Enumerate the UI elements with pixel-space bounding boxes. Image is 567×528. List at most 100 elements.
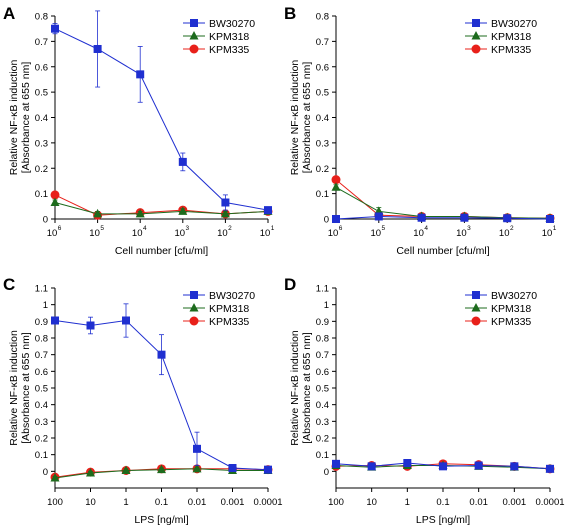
x-tick-label: 0.01 <box>188 497 207 508</box>
data-point-bw30270 <box>460 213 469 222</box>
data-point-bw30270 <box>221 198 230 207</box>
y-axis-title: [Absorbance at 655 nm] <box>20 332 32 444</box>
x-tick-label: 10 <box>542 228 553 239</box>
data-point-kpm318 <box>50 473 60 482</box>
legend-item: BW30270 <box>183 290 255 302</box>
legend-item: KPM318 <box>183 31 249 43</box>
x-tick-exponent: 5 <box>100 225 104 232</box>
data-point-kpm335 <box>331 175 341 185</box>
x-tick-label: 10 <box>132 228 143 239</box>
y-axis-title: Relative NF-κB induction <box>289 330 301 446</box>
panel-b: B00.10.20.30.40.50.60.70.810 6 10 5 10 4 10 3 10… <box>284 4 557 257</box>
data-point-kpm318 <box>135 208 145 218</box>
series-line-kpm335 <box>335 179 551 219</box>
y-tick-label: 0.9 <box>316 317 329 328</box>
data-point-bw30270 <box>417 213 426 222</box>
legend-marker <box>471 316 481 326</box>
x-tick-label: 10 <box>413 228 424 239</box>
y-tick-label: 0.8 <box>316 334 329 345</box>
y-tick-label: 0.6 <box>35 62 48 73</box>
legend-item: BW30270 <box>465 290 537 302</box>
x-tick-exponent: 2 <box>228 225 232 232</box>
x-tick-exponent: 3 <box>186 225 190 232</box>
x-tick-label: 10 <box>456 228 467 239</box>
panel-letter: A <box>3 4 15 23</box>
data-point-kpm318 <box>331 182 341 191</box>
data-point-bw30270 <box>332 459 340 468</box>
legend-item: KPM335 <box>465 44 531 56</box>
y-tick-label: 0.4 <box>35 400 48 411</box>
y-tick-label: 0.7 <box>35 37 48 48</box>
data-point-bw30270 <box>122 316 130 325</box>
x-tick-label: 10 <box>371 228 382 239</box>
legend-label: BW30270 <box>491 290 537 302</box>
x-tick-exponent: 6 <box>58 225 62 232</box>
legend-item: KPM318 <box>465 31 531 43</box>
legend-marker <box>472 19 480 27</box>
legend-marker <box>190 291 198 299</box>
x-tick-label: 10 <box>366 497 377 508</box>
x-axis-title: LPS [ng/ml] <box>134 514 188 526</box>
data-point-bw30270 <box>193 444 201 453</box>
data-point-bw30270 <box>51 24 59 33</box>
y-tick-label: 0.3 <box>35 138 48 149</box>
legend-label: KPM335 <box>491 316 531 328</box>
y-tick-label: 0.8 <box>35 12 48 23</box>
x-tick-exponent: 3 <box>467 225 471 232</box>
x-tick-exponent: 1 <box>553 225 557 232</box>
y-axis-title: Relative NF-κB induction <box>289 60 301 176</box>
data-point-bw30270 <box>178 157 187 166</box>
y-tick-label: 0.5 <box>316 88 329 99</box>
legend-item: BW30270 <box>465 18 537 30</box>
legend-label: BW30270 <box>491 18 537 30</box>
y-tick-label: 0 <box>43 215 48 226</box>
data-point-bw30270 <box>403 459 412 467</box>
data-point-bw30270 <box>332 215 340 223</box>
legend-item: KPM335 <box>183 44 249 56</box>
x-tick-exponent: 5 <box>382 225 386 232</box>
y-tick-label: 1.1 <box>35 284 48 295</box>
legend-marker <box>189 316 199 326</box>
x-tick-label: 0.001 <box>502 497 526 508</box>
legend-marker <box>471 303 481 312</box>
y-tick-label: 0.8 <box>316 12 329 23</box>
series-line-bw30270 <box>54 28 269 211</box>
y-tick-label: 0.6 <box>316 62 329 73</box>
x-tick-label: 1 <box>123 497 128 508</box>
legend-item: KPM335 <box>465 316 531 328</box>
legend-item: KPM335 <box>183 316 249 328</box>
x-tick-label: 100 <box>47 497 63 508</box>
legend-item: BW30270 <box>183 18 255 30</box>
data-point-bw30270 <box>51 316 59 325</box>
legend-marker <box>189 44 199 54</box>
x-tick-label: 0.0001 <box>253 497 282 508</box>
legend-item: KPM318 <box>183 303 249 315</box>
legend-label: KPM335 <box>491 44 531 56</box>
x-axis-title: Cell number [cfu/ml] <box>115 245 208 257</box>
y-tick-label: 0.6 <box>35 367 48 378</box>
y-tick-label: 0.1 <box>316 189 329 200</box>
x-tick-label: 10 <box>328 228 339 239</box>
data-point-bw30270 <box>157 350 166 359</box>
y-tick-label: 1 <box>324 300 329 311</box>
y-tick-label: 0.2 <box>316 164 329 175</box>
y-tick-label: 1.1 <box>316 284 329 295</box>
y-tick-label: 0.5 <box>35 384 48 395</box>
legend-marker <box>471 44 481 54</box>
x-tick-exponent: 1 <box>271 225 275 232</box>
y-tick-label: 0.4 <box>316 113 329 124</box>
x-tick-label: 10 <box>175 228 186 239</box>
x-tick-label: 0.0001 <box>535 497 564 508</box>
x-tick-label: 100 <box>328 497 344 508</box>
y-tick-label: 0.3 <box>316 417 329 428</box>
y-tick-label: 0.1 <box>35 189 48 200</box>
data-point-kpm318 <box>178 206 188 215</box>
legend-marker <box>472 291 480 299</box>
data-point-bw30270 <box>546 215 554 223</box>
legend-label: BW30270 <box>209 18 255 30</box>
data-point-kpm318 <box>93 208 103 218</box>
x-tick-exponent: 4 <box>424 225 428 232</box>
y-tick-label: 0 <box>43 467 48 478</box>
panel-letter: C <box>3 275 15 294</box>
data-point-kpm318 <box>86 468 95 477</box>
